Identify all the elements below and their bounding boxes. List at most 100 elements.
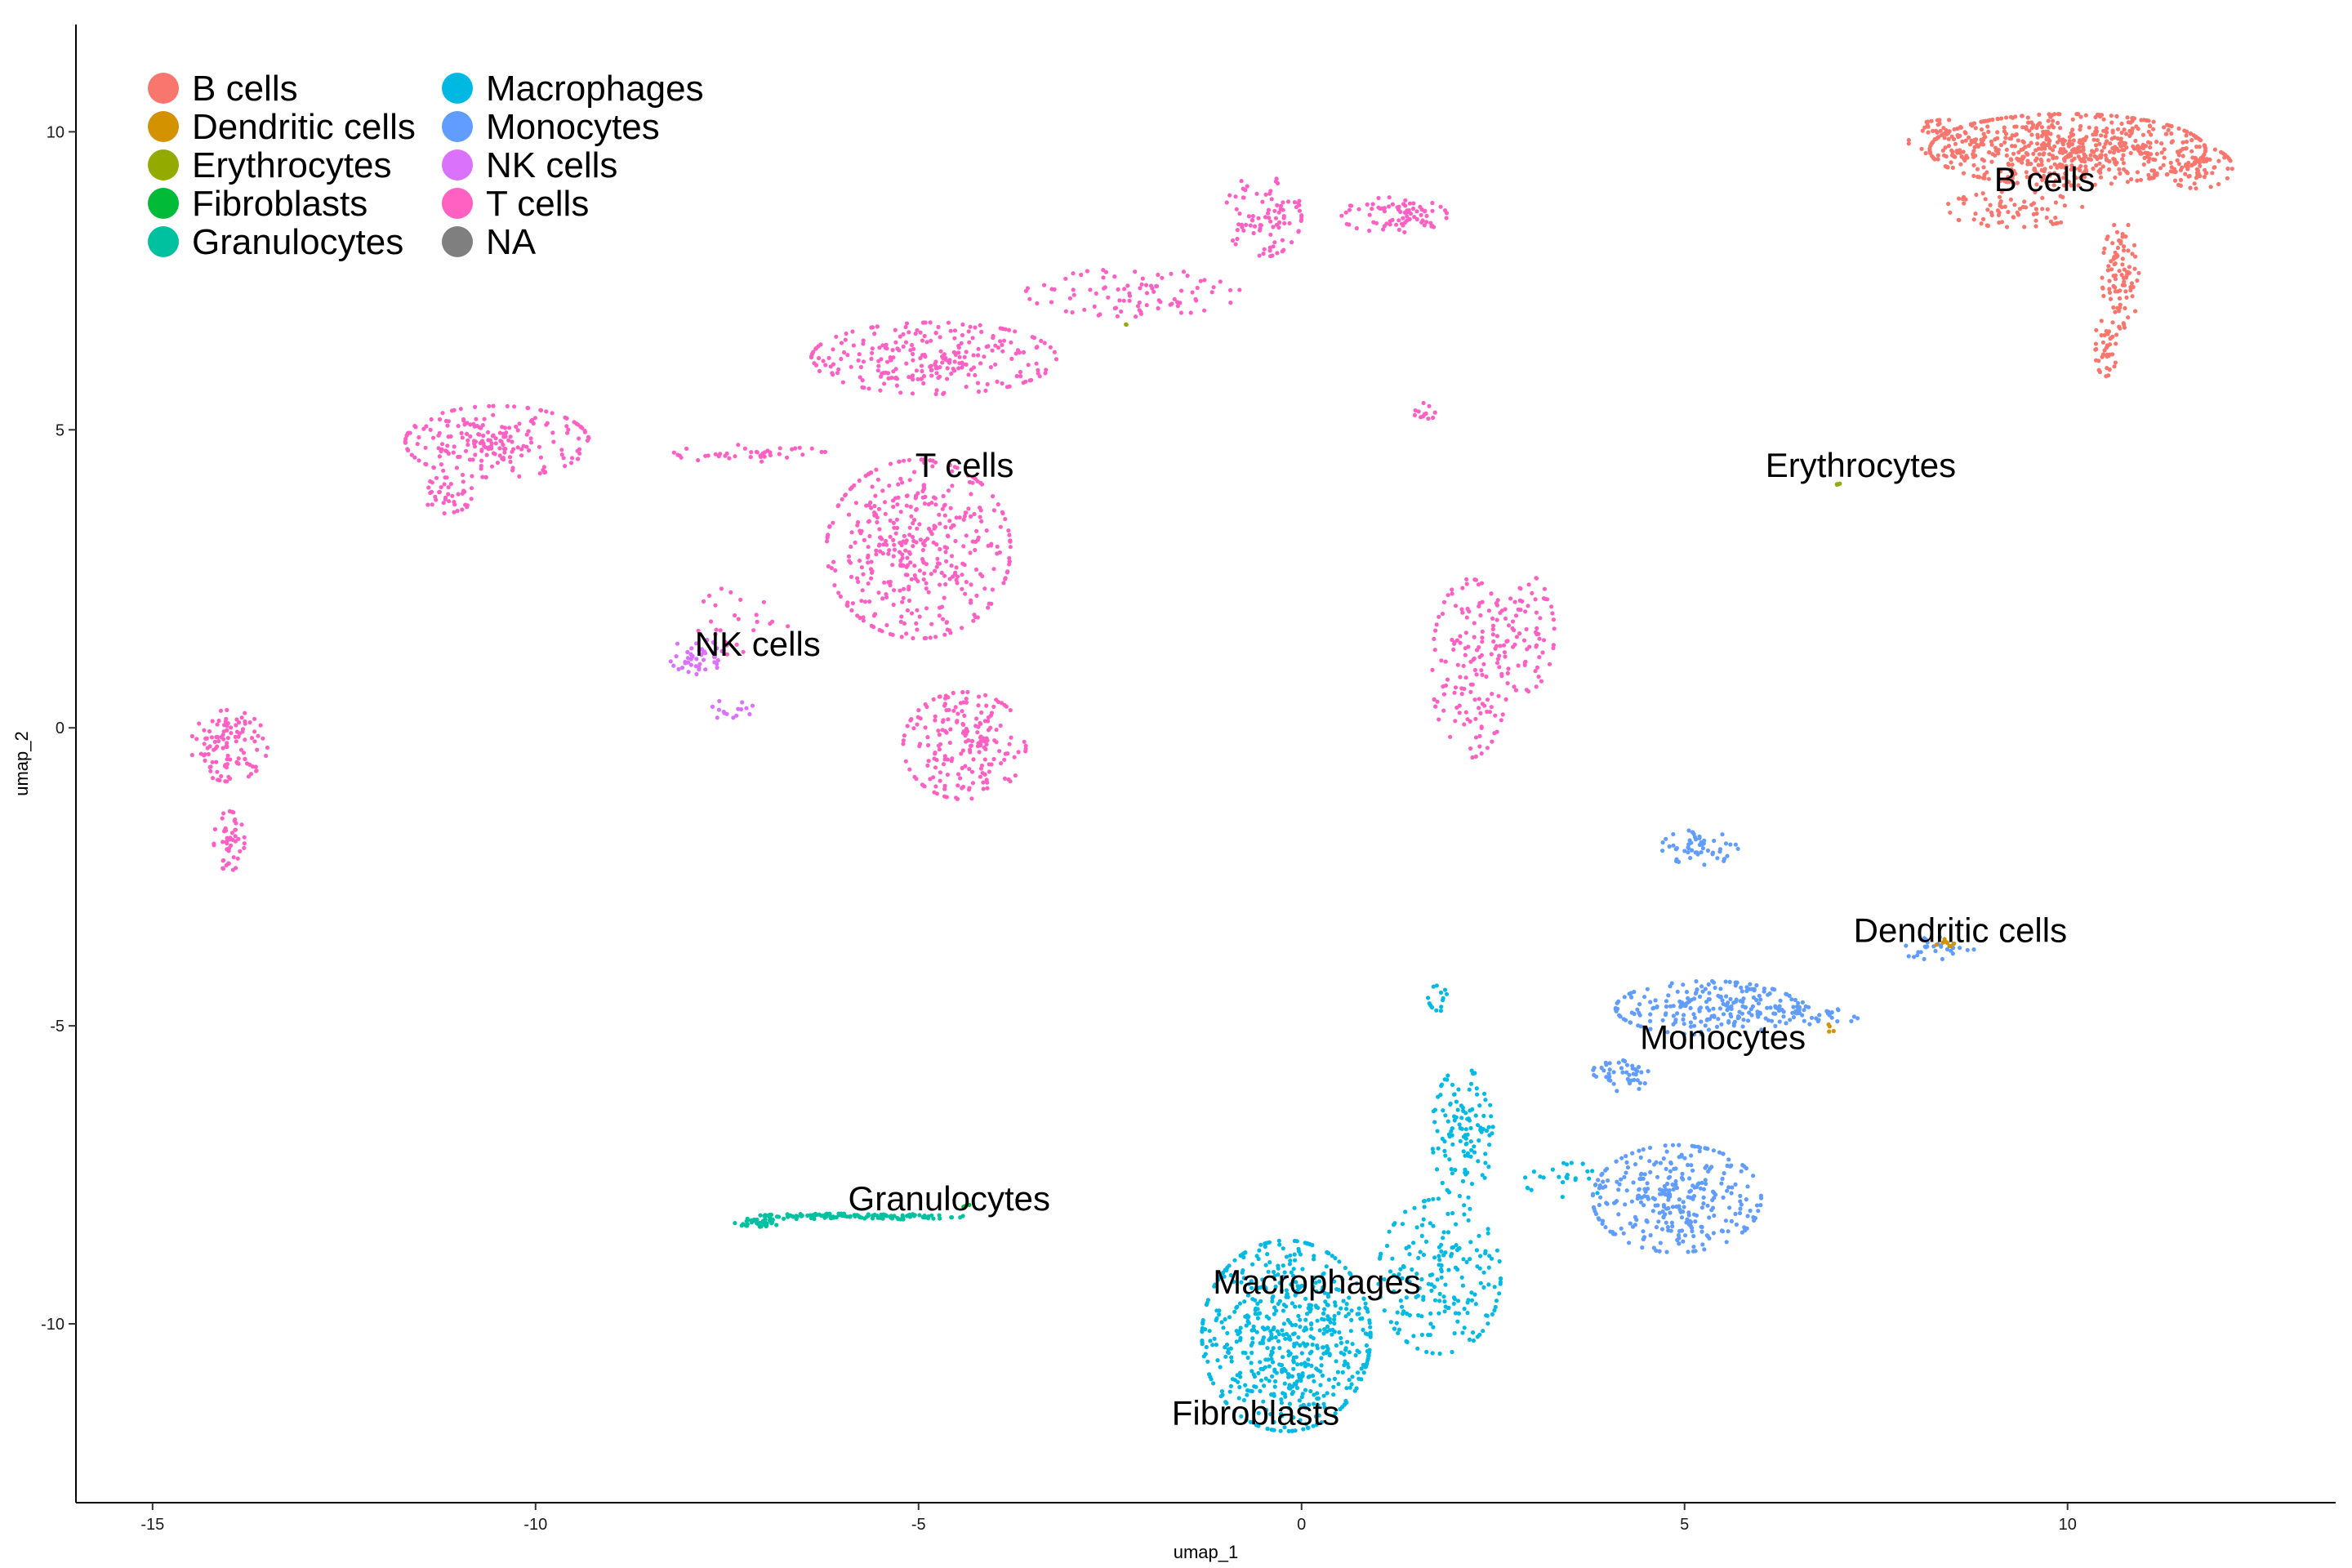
cell-point xyxy=(887,483,892,488)
cell-point xyxy=(2107,287,2112,292)
cell-point xyxy=(1284,1331,1290,1337)
cell-point xyxy=(1336,1311,1341,1316)
cell-point xyxy=(1595,1191,1600,1196)
cell-point xyxy=(2202,175,2207,180)
cell-point xyxy=(1915,953,1920,958)
cell-point xyxy=(1321,1393,1326,1398)
cell-point xyxy=(1616,1060,1621,1065)
cell-point xyxy=(1478,1281,1483,1285)
cell-point xyxy=(1143,283,1149,287)
cell-point xyxy=(526,406,531,411)
cell-point xyxy=(1437,717,1441,722)
cell-point xyxy=(892,588,897,593)
cell-point xyxy=(212,739,217,745)
cell-point xyxy=(2008,197,2013,202)
cell-point xyxy=(1437,1263,1441,1267)
cell-point xyxy=(514,424,519,430)
cell-point xyxy=(2040,177,2045,182)
cell-point xyxy=(904,538,909,543)
cell-point xyxy=(1473,1113,1478,1118)
cell-point xyxy=(1272,1269,1276,1275)
cell-point xyxy=(890,348,895,353)
cell-point xyxy=(679,666,685,670)
cell-point xyxy=(2032,166,2037,171)
cell-point xyxy=(1343,1265,1348,1271)
cell-point xyxy=(519,447,524,452)
cell-point xyxy=(849,608,854,613)
cell-point xyxy=(1461,1257,1466,1262)
cell-point xyxy=(2010,133,2015,138)
cell-point xyxy=(1294,1289,1299,1294)
cell-point xyxy=(575,448,580,453)
cell-point xyxy=(1419,1332,1424,1338)
cell-point xyxy=(1944,940,1949,945)
cell-point xyxy=(1920,128,1925,133)
cell-point xyxy=(945,376,950,381)
cell-point xyxy=(2112,364,2117,369)
cell-point xyxy=(1633,1223,1637,1227)
cell-point xyxy=(1260,1277,1265,1282)
cell-point xyxy=(1739,985,1744,990)
cell-point xyxy=(2044,215,2049,220)
cell-point xyxy=(1690,1229,1695,1234)
cell-point xyxy=(924,581,929,586)
cell-point xyxy=(1487,1133,1492,1138)
cell-point xyxy=(566,427,571,432)
cell-point xyxy=(1573,1178,1578,1183)
cell-point xyxy=(973,539,978,545)
cell-point xyxy=(1365,1358,1370,1363)
cell-point xyxy=(1740,989,1744,994)
cell-point xyxy=(1271,1346,1276,1351)
cell-point xyxy=(1468,1240,1473,1245)
cell-point xyxy=(696,628,701,633)
cell-point xyxy=(758,453,763,458)
cell-point xyxy=(1463,1136,1468,1141)
cell-point xyxy=(233,827,238,832)
cell-point xyxy=(1003,517,1008,522)
cell-point xyxy=(2198,156,2203,161)
cell-point xyxy=(1964,154,1969,158)
cell-point xyxy=(1680,1171,1685,1176)
cell-point xyxy=(909,577,914,581)
cell-point xyxy=(1796,1006,1801,1011)
cell-point xyxy=(1297,1398,1302,1403)
cell-point xyxy=(1350,1342,1355,1347)
cell-point xyxy=(1401,1263,1405,1269)
cell-point xyxy=(1717,847,1722,852)
cell-point xyxy=(2202,157,2207,162)
cell-point xyxy=(939,570,944,576)
cell-point xyxy=(970,781,975,786)
cell-point xyxy=(485,430,491,434)
cell-point xyxy=(1444,216,1449,220)
cell-point xyxy=(1204,1344,1209,1350)
cell-point xyxy=(982,354,987,359)
cell-point xyxy=(923,702,928,707)
cell-point xyxy=(1212,1336,1217,1341)
cell-point xyxy=(1625,1165,1630,1170)
cell-point xyxy=(1973,126,1978,131)
cell-point xyxy=(1693,1249,1698,1254)
cell-point xyxy=(1737,1210,1743,1216)
cell-point xyxy=(905,572,910,577)
cell-point xyxy=(936,324,941,330)
cell-point xyxy=(2147,123,2152,128)
cell-point xyxy=(701,599,706,604)
cell-point xyxy=(1283,1275,1288,1280)
cell-point xyxy=(1739,1202,1744,1207)
cell-point xyxy=(1303,1327,1309,1332)
cell-point xyxy=(1655,1004,1659,1009)
cell-point xyxy=(2066,180,2071,185)
cell-point xyxy=(1929,141,1934,146)
cell-point xyxy=(937,694,942,699)
cell-point xyxy=(1454,1099,1459,1104)
cell-point xyxy=(2105,332,2110,336)
cell-point xyxy=(198,751,203,756)
cell-point xyxy=(2043,129,2048,134)
cell-point xyxy=(1404,1295,1409,1300)
cell-point xyxy=(1943,145,1948,150)
cell-point xyxy=(1266,211,1271,216)
cell-point xyxy=(1332,1300,1338,1305)
cell-point xyxy=(2180,140,2185,145)
cell-point xyxy=(2087,157,2091,162)
cell-point xyxy=(1455,1298,1461,1303)
